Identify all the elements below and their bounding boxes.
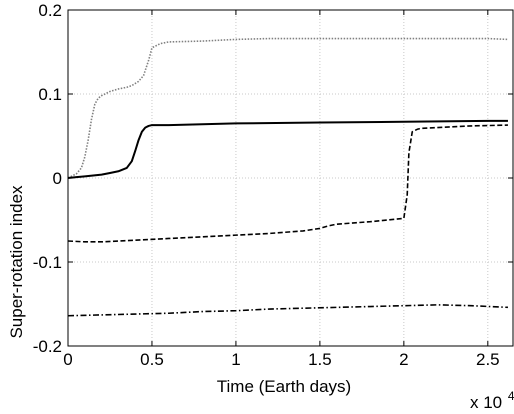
- y-axis-label: Super-rotation index: [7, 185, 26, 339]
- series-layer: [67, 37, 508, 317]
- x-tick-label: 2.5: [476, 350, 500, 369]
- x-axis-multiplier: x 10 4: [470, 389, 514, 412]
- ticks: 0 0.5 1 1.5 2 2.5 -0.2 -0.1 0 0.1 0.2: [33, 1, 513, 369]
- x-axis-multiplier-exponent: 4: [508, 389, 514, 403]
- y-tick-label: 0.1: [38, 85, 62, 104]
- x-tick-label: 2: [399, 350, 408, 369]
- series-line-dashed: [67, 124, 508, 243]
- series-line-dashdot: [67, 304, 508, 317]
- x-tick-label: 1: [231, 350, 240, 369]
- x-axis-multiplier-base: x 10: [470, 393, 502, 412]
- series-line-dotted: [67, 37, 508, 179]
- y-tick-label: -0.2: [33, 337, 62, 356]
- x-tick-label: 0: [63, 350, 72, 369]
- grid: [68, 10, 513, 346]
- y-tick-label: 0.2: [38, 1, 62, 20]
- y-tick-label: -0.1: [33, 253, 62, 272]
- x-tick-label: 0.5: [140, 350, 164, 369]
- y-tick-label: 0: [53, 169, 62, 188]
- x-axis-label: Time (Earth days): [217, 377, 351, 396]
- x-tick-label: 1.5: [308, 350, 332, 369]
- series-line-solid: [67, 119, 508, 179]
